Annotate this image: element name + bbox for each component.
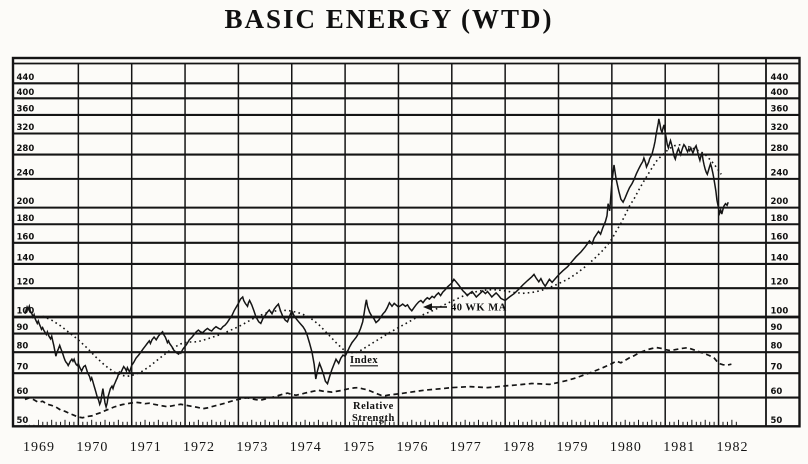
x-axis-year-label: 1981	[663, 440, 695, 455]
x-axis-year-label: 1977	[450, 440, 482, 455]
y-axis-label-box	[769, 166, 792, 178]
chart-title: BASIC ENERGY (WTD)	[224, 4, 554, 34]
y-axis-label-left: 120	[17, 278, 35, 288]
y-axis-label-left: 50	[17, 416, 29, 426]
y-axis-label-box	[15, 360, 38, 372]
y-axis-label-right: 240	[771, 168, 789, 178]
y-axis-label-box	[15, 211, 38, 223]
y-axis-label-left: 80	[17, 342, 29, 352]
y-axis-label-box	[15, 195, 38, 207]
y-axis-label-left: 140	[17, 253, 35, 263]
y-axis-label-box	[15, 321, 38, 333]
y-axis-label-box	[769, 211, 792, 223]
y-axis-label-right: 400	[771, 88, 789, 98]
y-axis-label-box	[15, 413, 38, 425]
y-axis-label-box	[769, 230, 792, 242]
index-annotation-label: Index	[350, 355, 378, 366]
y-axis-label-left: 360	[17, 104, 35, 114]
y-axis-label-box	[15, 385, 38, 397]
x-axis-year-label: 1974	[290, 440, 322, 455]
y-axis-label-box	[15, 230, 38, 242]
x-axis-year-label: 1982	[717, 440, 749, 455]
y-axis-label-left: 400	[17, 88, 35, 98]
y-axis-label-box	[15, 166, 38, 178]
ma-annotation-label: 40 WK MA	[451, 303, 507, 314]
rs-annotation-label-line2: Strength	[352, 413, 395, 424]
y-axis-label-right: 180	[771, 214, 789, 224]
y-axis-label-box	[769, 85, 792, 97]
x-axis-year-label: 1979	[557, 440, 589, 455]
x-axis-year-label: 1970	[76, 440, 108, 455]
y-axis-label-box	[769, 251, 792, 263]
y-axis-label-right: 80	[771, 342, 783, 352]
y-axis-label-right: 320	[771, 123, 789, 133]
y-axis-label-box	[769, 275, 792, 287]
y-axis-label-box	[769, 70, 792, 82]
y-axis-label-left: 60	[17, 387, 29, 397]
y-axis-label-left: 160	[17, 232, 35, 242]
y-axis-label-right: 70	[771, 363, 783, 373]
x-axis-year-label: 1975	[343, 440, 375, 455]
ma-line	[42, 143, 722, 378]
ma-annotation-arrowhead-icon	[423, 303, 432, 311]
y-axis-label-box	[769, 142, 792, 154]
y-axis-label-left: 320	[17, 123, 35, 133]
y-axis-label-box	[769, 102, 792, 114]
y-axis-label-box	[769, 120, 792, 132]
y-axis-label-box	[15, 339, 38, 351]
y-axis-label-left: 200	[17, 197, 35, 207]
y-axis-label-right: 200	[771, 197, 789, 207]
x-axis-year-label: 1969	[23, 440, 55, 455]
y-axis-label-left: 180	[17, 214, 35, 224]
y-axis-label-box	[769, 413, 792, 425]
y-axis-label-box	[15, 102, 38, 114]
y-axis-label-left: 440	[17, 73, 35, 83]
x-axis-year-label: 1973	[236, 440, 268, 455]
y-axis-label-left: 280	[17, 144, 35, 154]
index-line	[24, 118, 729, 410]
y-axis-label-box	[15, 120, 38, 132]
y-axis-label-left: 70	[17, 363, 29, 373]
y-axis-label-box	[769, 339, 792, 351]
y-axis-label-right: 440	[771, 73, 789, 83]
y-axis-label-left: 90	[17, 323, 29, 333]
y-axis-label-right: 140	[771, 253, 789, 263]
y-axis-label-box	[15, 85, 38, 97]
y-axis-label-box	[15, 275, 38, 287]
rs-annotation-label-line1: Relative	[353, 401, 394, 412]
x-axis-year-label: 1976	[396, 440, 428, 455]
y-axis-label-right: 90	[771, 323, 783, 333]
y-axis-label-box	[769, 360, 792, 372]
y-axis-label-box	[769, 304, 792, 316]
chart-frame	[11, 56, 801, 428]
y-axis-label-box	[15, 251, 38, 263]
x-axis-year-label: 1978	[503, 440, 535, 455]
y-axis-label-box	[15, 70, 38, 82]
y-axis-label-right: 120	[771, 278, 789, 288]
y-axis-label-right: 50	[771, 416, 783, 426]
y-axis-label-box	[769, 321, 792, 333]
y-axis-label-right: 60	[771, 387, 783, 397]
y-axis-label-left: 240	[17, 168, 35, 178]
x-axis-year-label: 1972	[183, 440, 215, 455]
y-axis-label-right: 280	[771, 144, 789, 154]
x-axis-year-label: 1971	[130, 440, 162, 455]
x-axis-year-label: 1980	[610, 440, 642, 455]
y-axis-label-box	[769, 385, 792, 397]
y-axis-label-right: 360	[771, 104, 789, 114]
y-axis-label-right: 160	[771, 232, 789, 242]
y-axis-label-box	[15, 142, 38, 154]
y-axis-label-box	[769, 195, 792, 207]
relative-strength-line	[24, 346, 732, 419]
y-axis-label-right: 100	[771, 306, 789, 316]
